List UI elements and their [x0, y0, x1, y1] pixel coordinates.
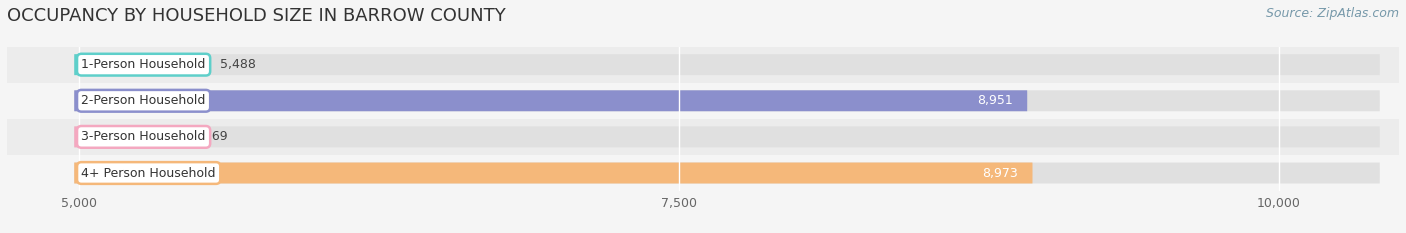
Text: 8,951: 8,951 [977, 94, 1012, 107]
Bar [7, 119, 1399, 155]
FancyBboxPatch shape [75, 90, 1028, 111]
Text: 4+ Person Household: 4+ Person Household [82, 167, 217, 179]
FancyBboxPatch shape [75, 127, 167, 147]
Text: Source: ZipAtlas.com: Source: ZipAtlas.com [1265, 7, 1399, 20]
Text: 8,973: 8,973 [983, 167, 1018, 179]
FancyBboxPatch shape [75, 54, 197, 75]
Text: 3-Person Household: 3-Person Household [82, 130, 205, 143]
Bar [7, 155, 1399, 191]
Text: OCCUPANCY BY HOUSEHOLD SIZE IN BARROW COUNTY: OCCUPANCY BY HOUSEHOLD SIZE IN BARROW CO… [7, 7, 506, 25]
Text: 5,369: 5,369 [191, 130, 228, 143]
FancyBboxPatch shape [75, 90, 1379, 111]
FancyBboxPatch shape [75, 127, 1379, 147]
Text: 1-Person Household: 1-Person Household [82, 58, 205, 71]
FancyBboxPatch shape [75, 54, 1379, 75]
Bar [7, 83, 1399, 119]
Text: 5,488: 5,488 [221, 58, 256, 71]
FancyBboxPatch shape [75, 163, 1379, 183]
Bar [7, 47, 1399, 83]
FancyBboxPatch shape [75, 163, 1032, 183]
Text: 2-Person Household: 2-Person Household [82, 94, 205, 107]
